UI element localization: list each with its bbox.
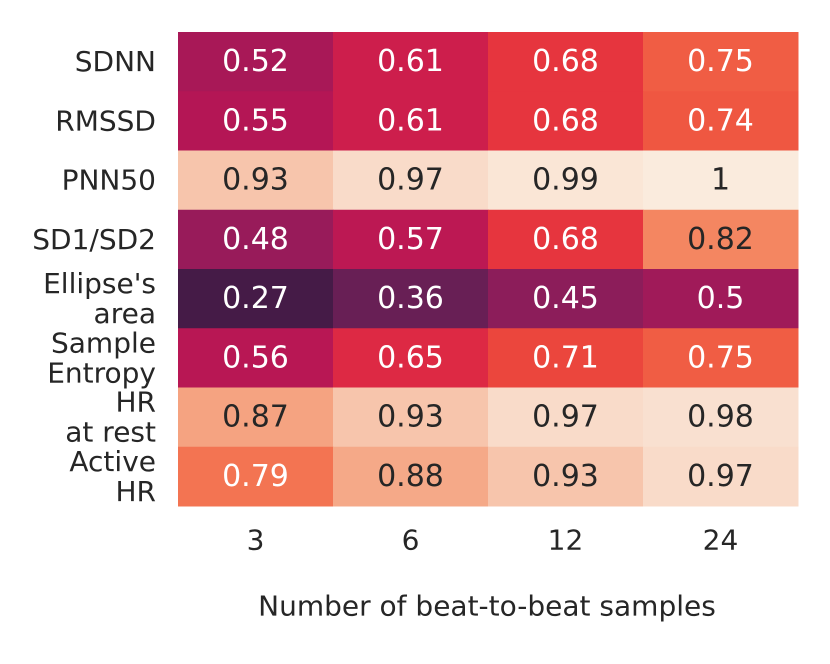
cell-value-label: 0.61 bbox=[377, 103, 444, 138]
cell-value-label: 0.68 bbox=[532, 222, 599, 257]
heatmap-cell bbox=[488, 387, 644, 448]
heatmap-cell bbox=[643, 150, 799, 211]
column-tick-label: 6 bbox=[402, 524, 420, 557]
cell-value-label: 0.97 bbox=[687, 459, 754, 494]
cell-value-label: 0.98 bbox=[687, 400, 754, 435]
heatmap-cell bbox=[643, 446, 799, 507]
cell-value-label: 0.61 bbox=[377, 44, 444, 79]
cell-value-label: 0.87 bbox=[222, 400, 289, 435]
cell-value-label: 0.57 bbox=[377, 222, 444, 257]
heatmap-cell bbox=[488, 328, 644, 388]
heatmap-cell bbox=[333, 209, 489, 270]
row-tick-label: SD1/SD2 bbox=[32, 223, 156, 256]
heatmap-cell bbox=[643, 209, 799, 270]
heatmap-cells: 0.52 0.61 0.68 0.75 0.55 0.61 0.68 0.74 0.93 0.97… bbox=[178, 32, 799, 507]
cell-value-label: 0.75 bbox=[687, 44, 754, 79]
heatmap-cell bbox=[488, 209, 644, 270]
x-axis-label: Number of beat-to-beat samples bbox=[258, 590, 716, 623]
column-tick-label: 24 bbox=[703, 524, 739, 557]
heatmap-cell bbox=[178, 209, 334, 270]
cell-value-label: 0.93 bbox=[532, 459, 599, 494]
row-tick-label: Sample Entropy bbox=[47, 326, 156, 389]
cell-value-label: 0.97 bbox=[532, 400, 599, 435]
row-tick-labels: SDNN RMSSD PNN50 SD1/SD2 Ellipse's areaSample… bbox=[32, 45, 156, 508]
heatmap-cell bbox=[178, 150, 334, 211]
heatmap-cell bbox=[178, 387, 334, 448]
heatmap-cell bbox=[488, 269, 644, 329]
row-tick-label: Active HR bbox=[69, 445, 156, 508]
cell-value-label: 0.71 bbox=[532, 340, 599, 375]
heatmap-cell bbox=[333, 328, 489, 388]
row-tick-label: PNN50 bbox=[62, 164, 156, 197]
cell-value-label: 0.65 bbox=[377, 340, 444, 375]
cell-value-label: 0.93 bbox=[377, 400, 444, 435]
heatmap-cell bbox=[178, 91, 334, 151]
row-tick-label: RMSSD bbox=[55, 104, 156, 137]
cell-value-label: 0.27 bbox=[222, 281, 289, 316]
row-tick-label: SDNN bbox=[75, 45, 156, 78]
heatmap-cell bbox=[488, 446, 644, 507]
row-tick-label: Ellipse's area bbox=[43, 267, 156, 330]
cell-value-label: 0.75 bbox=[687, 340, 754, 375]
cell-value-label: 0.97 bbox=[377, 163, 444, 198]
heatmap-cell bbox=[643, 328, 799, 388]
heatmap-cell bbox=[333, 150, 489, 211]
heatmap-cell bbox=[333, 387, 489, 448]
heatmap-cell bbox=[643, 32, 799, 92]
cell-value-label: 0.5 bbox=[697, 281, 745, 316]
heatmap-cell bbox=[178, 32, 334, 92]
heatmap-cell bbox=[333, 32, 489, 92]
heatmap-cell bbox=[643, 387, 799, 448]
heatmap-cell bbox=[488, 32, 644, 92]
cell-value-label: 1 bbox=[711, 163, 730, 198]
heatmap-cell bbox=[643, 269, 799, 329]
row-tick-label: HR at rest bbox=[65, 386, 156, 449]
heatmap-cell bbox=[333, 446, 489, 507]
cell-value-label: 0.45 bbox=[532, 281, 599, 316]
cell-value-label: 0.82 bbox=[687, 222, 754, 257]
heatmap-cell bbox=[178, 446, 334, 507]
cell-value-label: 0.55 bbox=[222, 103, 289, 138]
cell-value-label: 0.52 bbox=[222, 44, 289, 79]
heatmap-cell bbox=[488, 150, 644, 211]
heatmap-cell bbox=[178, 269, 334, 329]
column-tick-labels: 3 6 12 24 bbox=[247, 524, 739, 557]
cell-value-label: 0.79 bbox=[222, 459, 289, 494]
cell-value-label: 0.93 bbox=[222, 163, 289, 198]
cell-value-label: 0.99 bbox=[532, 163, 599, 198]
column-tick-label: 3 bbox=[247, 524, 265, 557]
cell-value-label: 0.74 bbox=[687, 103, 754, 138]
heatmap-cell bbox=[643, 91, 799, 151]
heatmap-cell bbox=[333, 91, 489, 151]
heatmap-cell bbox=[178, 328, 334, 388]
column-tick-label: 12 bbox=[548, 524, 584, 557]
heatmap-cell bbox=[488, 91, 644, 151]
cell-value-label: 0.68 bbox=[532, 44, 599, 79]
heatmap-cell bbox=[333, 269, 489, 329]
cell-value-label: 0.48 bbox=[222, 222, 289, 257]
cell-value-label: 0.68 bbox=[532, 103, 599, 138]
cell-value-label: 0.56 bbox=[222, 340, 289, 375]
cell-value-label: 0.36 bbox=[377, 281, 444, 316]
cell-value-label: 0.88 bbox=[377, 459, 444, 494]
